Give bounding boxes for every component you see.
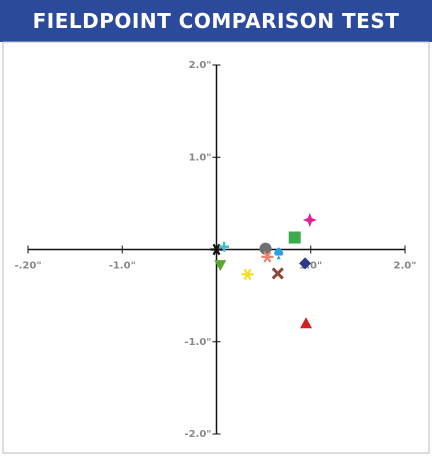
point [288, 231, 301, 244]
frame [2, 41, 430, 454]
y-tick-label: 2.0" [189, 60, 212, 71]
point [271, 267, 284, 280]
point [219, 241, 230, 252]
point [259, 242, 272, 255]
x-tick-label: -1.0" [109, 261, 136, 272]
x-tick-label: 2.0" [394, 261, 417, 272]
y-tick-label: 1.0" [189, 152, 212, 163]
point [300, 317, 313, 329]
point [214, 260, 227, 272]
point [241, 268, 254, 281]
chart-title: FIELDPOINT COMPARISON TEST [0, 0, 432, 42]
point [274, 247, 284, 260]
point [302, 212, 317, 227]
y-tick-label: -1.0" [184, 337, 211, 348]
y-tick-label: -2.0" [184, 429, 211, 440]
point [261, 251, 274, 263]
x-tick-label: -.20" [14, 261, 41, 272]
point [210, 243, 223, 256]
x-tick-label: 1.0" [299, 261, 322, 272]
point [299, 257, 312, 270]
